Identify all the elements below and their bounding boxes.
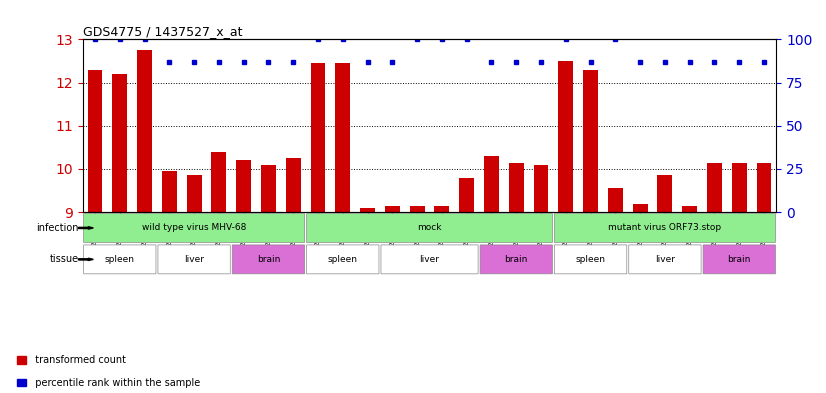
- FancyBboxPatch shape: [629, 245, 701, 274]
- Bar: [311, 63, 325, 212]
- FancyBboxPatch shape: [381, 245, 478, 274]
- FancyBboxPatch shape: [480, 245, 553, 274]
- Bar: [657, 175, 672, 212]
- FancyBboxPatch shape: [306, 213, 553, 242]
- Bar: [608, 188, 623, 212]
- Bar: [410, 206, 425, 212]
- FancyBboxPatch shape: [554, 213, 776, 242]
- FancyBboxPatch shape: [232, 245, 305, 274]
- Text: liver: liver: [184, 255, 204, 264]
- Bar: [261, 165, 276, 212]
- Bar: [187, 175, 202, 212]
- Text: liver: liver: [655, 255, 675, 264]
- FancyBboxPatch shape: [158, 245, 230, 274]
- Text: brain: brain: [257, 255, 280, 264]
- Bar: [757, 162, 771, 212]
- Bar: [509, 162, 524, 212]
- Bar: [633, 204, 648, 212]
- Text: liver: liver: [420, 255, 439, 264]
- FancyBboxPatch shape: [554, 245, 627, 274]
- Bar: [707, 162, 722, 212]
- Text: brain: brain: [505, 255, 528, 264]
- Text: transformed count: transformed count: [29, 354, 126, 365]
- Text: tissue: tissue: [50, 254, 78, 264]
- Bar: [583, 70, 598, 212]
- FancyBboxPatch shape: [306, 245, 379, 274]
- Text: spleen: spleen: [328, 255, 358, 264]
- Bar: [360, 208, 375, 212]
- Bar: [732, 162, 747, 212]
- Bar: [434, 206, 449, 212]
- Bar: [211, 152, 226, 212]
- Text: brain: brain: [728, 255, 751, 264]
- FancyBboxPatch shape: [703, 245, 776, 274]
- Text: mutant virus ORF73.stop: mutant virus ORF73.stop: [609, 224, 721, 232]
- Bar: [534, 165, 548, 212]
- Bar: [335, 63, 350, 212]
- Text: GDS4775 / 1437527_x_at: GDS4775 / 1437527_x_at: [83, 25, 242, 38]
- Bar: [459, 178, 474, 212]
- Bar: [162, 171, 177, 212]
- Bar: [137, 50, 152, 212]
- Text: spleen: spleen: [576, 255, 605, 264]
- Bar: [385, 206, 400, 212]
- Bar: [682, 206, 697, 212]
- Bar: [484, 156, 499, 212]
- Bar: [88, 70, 102, 212]
- Bar: [286, 158, 301, 212]
- FancyBboxPatch shape: [83, 245, 156, 274]
- Text: percentile rank within the sample: percentile rank within the sample: [29, 378, 200, 388]
- Text: wild type virus MHV-68: wild type virus MHV-68: [142, 224, 246, 232]
- Text: mock: mock: [417, 224, 442, 232]
- Text: infection: infection: [36, 223, 78, 233]
- Text: spleen: spleen: [105, 255, 135, 264]
- Bar: [558, 61, 573, 212]
- Bar: [112, 74, 127, 212]
- FancyBboxPatch shape: [83, 213, 305, 242]
- Bar: [236, 160, 251, 212]
